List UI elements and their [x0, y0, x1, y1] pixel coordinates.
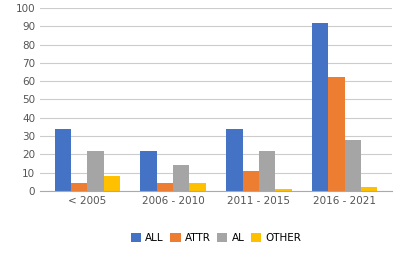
- Bar: [54, 129, 71, 191]
- Bar: [243, 171, 259, 191]
- Bar: [312, 23, 328, 191]
- Bar: [328, 77, 345, 191]
- Bar: [104, 176, 120, 191]
- Bar: [275, 189, 292, 191]
- Bar: [226, 129, 243, 191]
- Bar: [259, 151, 275, 191]
- Bar: [87, 151, 104, 191]
- Bar: [71, 183, 87, 191]
- Bar: [173, 165, 189, 191]
- Bar: [157, 183, 173, 191]
- Bar: [361, 187, 378, 191]
- Bar: [345, 140, 361, 191]
- Bar: [140, 151, 157, 191]
- Bar: [189, 183, 206, 191]
- Legend: ALL, ATTR, AL, OTHER: ALL, ATTR, AL, OTHER: [127, 229, 305, 247]
